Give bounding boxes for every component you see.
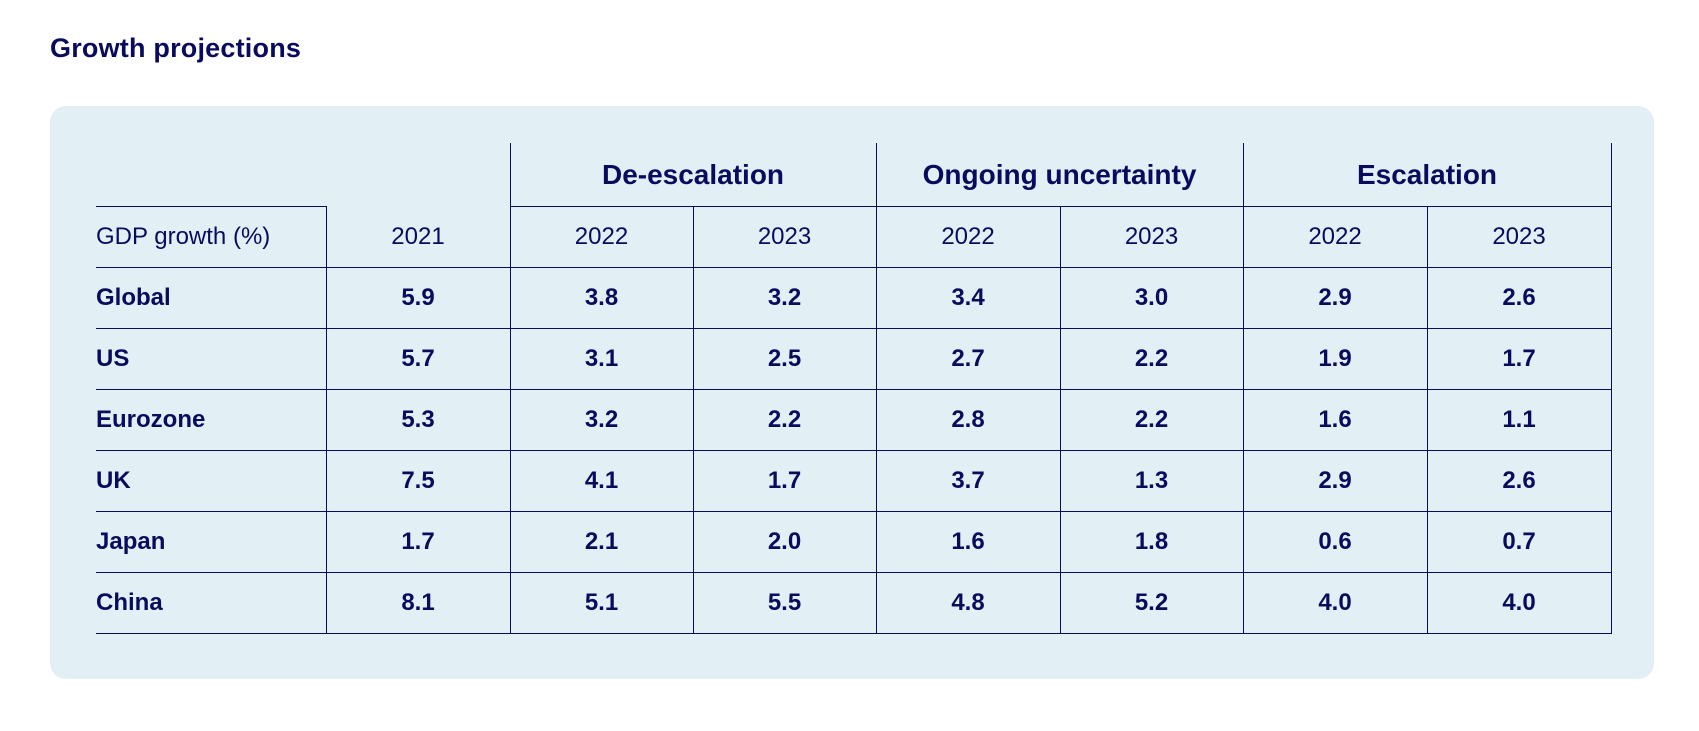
table-row: US 5.7 3.1 2.5 2.7 2.2 1.9 1.7 xyxy=(96,328,1612,390)
value-cell: 4.8 xyxy=(875,572,1061,634)
value-cell: 3.7 xyxy=(875,450,1061,512)
value-cell: 5.5 xyxy=(692,572,877,634)
value-cell: 1.6 xyxy=(875,511,1061,573)
value-cell: 2.7 xyxy=(875,328,1061,390)
group-header-ongoing-uncertainty: Ongoing uncertainty xyxy=(875,143,1244,207)
value-cell: 2.1 xyxy=(509,511,694,573)
value-cell: 2.8 xyxy=(875,389,1061,451)
value-cell: 1.7 xyxy=(325,511,511,573)
header-blank-cell xyxy=(96,143,511,207)
value-cell: 2.0 xyxy=(692,511,877,573)
row-label: Global xyxy=(96,267,327,329)
year-header-cell: 2022 xyxy=(875,206,1061,268)
value-cell: 2.6 xyxy=(1426,267,1612,329)
value-cell: 1.6 xyxy=(1242,389,1428,451)
value-cell: 3.0 xyxy=(1059,267,1244,329)
table-row: Japan 1.7 2.1 2.0 1.6 1.8 0.6 0.7 xyxy=(96,511,1612,573)
value-cell: 5.9 xyxy=(325,267,511,329)
value-cell: 3.2 xyxy=(509,389,694,451)
value-cell: 1.7 xyxy=(1426,328,1612,390)
year-header-cell: 2023 xyxy=(1059,206,1244,268)
table-row: Eurozone 5.3 3.2 2.2 2.8 2.2 1.6 1.1 xyxy=(96,389,1612,451)
group-header-escalation: Escalation xyxy=(1242,143,1612,207)
value-cell: 4.0 xyxy=(1426,572,1612,634)
value-cell: 1.9 xyxy=(1242,328,1428,390)
value-cell: 7.5 xyxy=(325,450,511,512)
value-cell: 2.9 xyxy=(1242,450,1428,512)
value-cell: 2.9 xyxy=(1242,267,1428,329)
value-cell: 2.2 xyxy=(1059,328,1244,390)
growth-projections-table: De-escalation Ongoing uncertainty Escala… xyxy=(96,143,1612,634)
value-cell: 3.8 xyxy=(509,267,694,329)
table-row: UK 7.5 4.1 1.7 3.7 1.3 2.9 2.6 xyxy=(96,450,1612,512)
value-cell: 2.2 xyxy=(1059,389,1244,451)
row-header-label: GDP growth (%) xyxy=(96,206,327,268)
value-cell: 1.3 xyxy=(1059,450,1244,512)
row-label: US xyxy=(96,328,327,390)
row-label: Japan xyxy=(96,511,327,573)
value-cell: 5.7 xyxy=(325,328,511,390)
value-cell: 0.6 xyxy=(1242,511,1428,573)
value-cell: 3.2 xyxy=(692,267,877,329)
value-cell: 3.4 xyxy=(875,267,1061,329)
value-cell: 5.1 xyxy=(509,572,694,634)
value-cell: 4.1 xyxy=(509,450,694,512)
value-cell: 2.2 xyxy=(692,389,877,451)
row-label: UK xyxy=(96,450,327,512)
page-title: Growth projections xyxy=(50,33,302,63)
row-label: Eurozone xyxy=(96,389,327,451)
year-header-cell: 2023 xyxy=(1426,206,1612,268)
row-label: China xyxy=(96,572,327,634)
value-cell: 5.3 xyxy=(325,389,511,451)
value-cell: 2.6 xyxy=(1426,450,1612,512)
table-row: Global 5.9 3.8 3.2 3.4 3.0 2.9 2.6 xyxy=(96,267,1612,329)
value-cell: 3.1 xyxy=(509,328,694,390)
year-header-cell: 2022 xyxy=(1242,206,1428,268)
year-header-row: GDP growth (%) 2021 2022 2023 2022 2023 … xyxy=(96,206,1612,268)
year-header-cell: 2023 xyxy=(692,206,877,268)
value-cell: 8.1 xyxy=(325,572,511,634)
value-cell: 1.8 xyxy=(1059,511,1244,573)
value-cell: 2.5 xyxy=(692,328,877,390)
value-cell: 4.0 xyxy=(1242,572,1428,634)
value-cell: 1.7 xyxy=(692,450,877,512)
value-cell: 0.7 xyxy=(1426,511,1612,573)
group-header-de-escalation: De-escalation xyxy=(509,143,877,207)
table-row: China 8.1 5.1 5.5 4.8 5.2 4.0 4.0 xyxy=(96,572,1612,634)
value-cell: 1.1 xyxy=(1426,389,1612,451)
year-header-cell: 2022 xyxy=(509,206,694,268)
year-header-cell: 2021 xyxy=(325,206,511,268)
scenario-header-row: De-escalation Ongoing uncertainty Escala… xyxy=(96,143,1612,207)
value-cell: 5.2 xyxy=(1059,572,1244,634)
